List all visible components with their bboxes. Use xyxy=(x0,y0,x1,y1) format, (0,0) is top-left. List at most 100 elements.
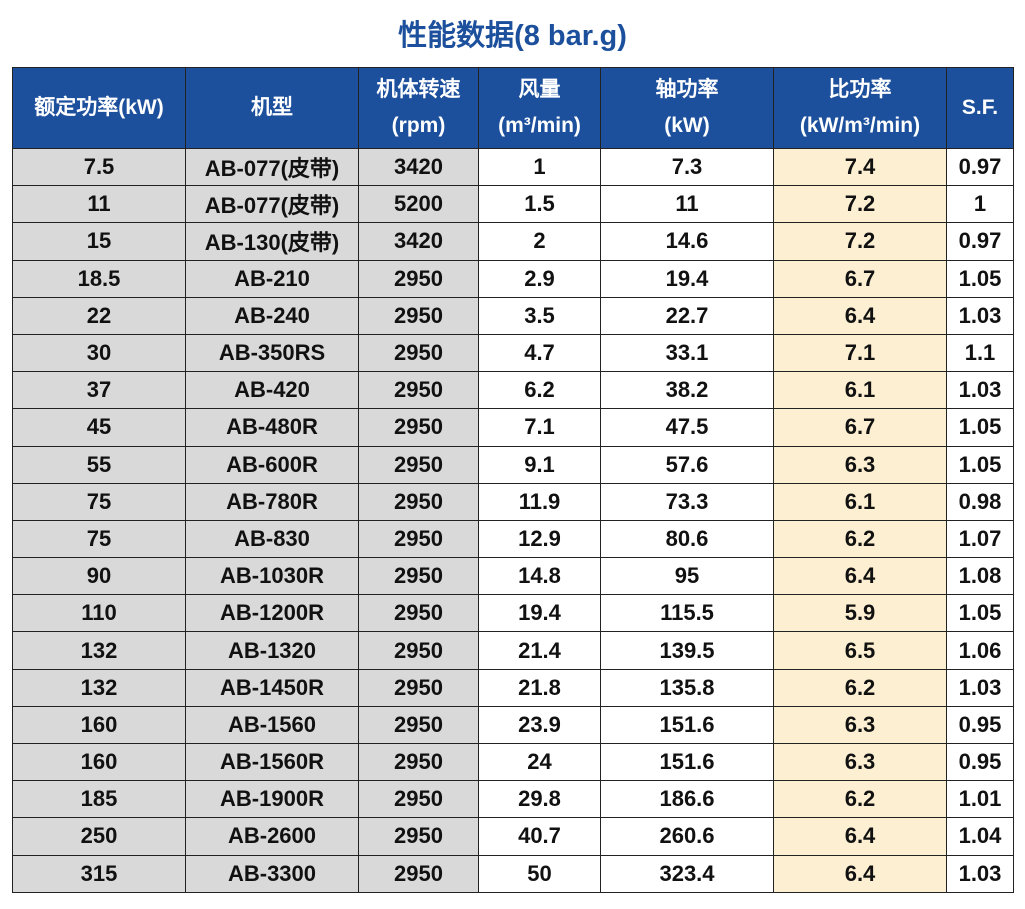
header-cell: 机体转速 (rpm) xyxy=(358,67,479,149)
table-cell: 6.4 xyxy=(773,557,947,596)
table-cell: 30 xyxy=(12,333,186,373)
table-row: 7.5 AB-077(皮带) 3420 1 7.3 7.4 0.97 xyxy=(12,147,1014,187)
table-cell: 55 xyxy=(12,445,186,484)
header-cell: 比功率 (kW/m³/min) xyxy=(773,67,947,149)
table-cell: 11 xyxy=(12,185,186,224)
table-cell: 24 xyxy=(478,742,601,782)
table-cell: 1 xyxy=(946,185,1014,224)
table-cell: 7.2 xyxy=(773,222,947,261)
table-cell: 1.01 xyxy=(946,780,1014,819)
table-cell: 6.7 xyxy=(773,259,947,298)
header-cell: S.F. xyxy=(946,67,1014,149)
table-row: 90 AB-1030R 2950 14.8 95 6.4 1.08 xyxy=(12,557,1014,596)
table-row: 250 AB-2600 2950 40.7 260.6 6.4 1.04 xyxy=(12,817,1014,856)
table-cell: 1 xyxy=(478,147,601,187)
table-cell: 132 xyxy=(12,668,186,707)
table-cell: AB-480R xyxy=(185,408,359,447)
table-cell: 23.9 xyxy=(478,705,601,745)
table-cell: AB-077(皮带) xyxy=(185,185,359,224)
table-cell: 29.8 xyxy=(478,780,601,819)
table-cell: 6.2 xyxy=(773,780,947,819)
table-cell: 1.05 xyxy=(946,408,1014,447)
table-cell: 2950 xyxy=(358,817,479,856)
table-cell: AB-1560 xyxy=(185,705,359,745)
table-row: 132 AB-1450R 2950 21.8 135.8 6.2 1.03 xyxy=(12,668,1014,707)
table-cell: 75 xyxy=(12,519,186,559)
table-cell: 6.4 xyxy=(773,854,947,893)
table-cell: 1.05 xyxy=(946,594,1014,633)
table-cell: AB-1030R xyxy=(185,557,359,596)
table-cell: 0.95 xyxy=(946,742,1014,782)
table-row: 185 AB-1900R 2950 29.8 186.6 6.2 1.01 xyxy=(12,780,1014,819)
table-body: 7.5 AB-077(皮带) 3420 1 7.3 7.4 0.97 11 AB-077(皮带)… xyxy=(12,147,1014,893)
header-cell: 风量 (m³/min) xyxy=(478,67,601,149)
header-text: 比功率 xyxy=(828,78,892,101)
table-cell: 2950 xyxy=(358,557,479,596)
table-cell: 6.1 xyxy=(773,371,947,410)
table-cell: 0.97 xyxy=(946,222,1014,261)
table-cell: 250 xyxy=(12,817,186,856)
header-text: S.F. xyxy=(961,96,999,119)
table-row: 30 AB-350RS 2950 4.7 33.1 7.1 1.1 xyxy=(12,333,1014,373)
table-cell: 12.9 xyxy=(478,519,601,559)
header-cell: 机型 xyxy=(185,67,359,149)
table-cell: 7.1 xyxy=(478,408,601,447)
table-cell: 7.5 xyxy=(12,147,186,187)
table-cell: 90 xyxy=(12,557,186,596)
table-cell: 11 xyxy=(600,185,774,224)
table-cell: 6.4 xyxy=(773,817,947,856)
table-cell: 3420 xyxy=(358,147,479,187)
table-cell: 115.5 xyxy=(600,594,774,633)
table-row: 15 AB-130(皮带) 3420 2 14.6 7.2 0.97 xyxy=(12,222,1014,261)
table-cell: 73.3 xyxy=(600,482,774,521)
table-cell: 7.4 xyxy=(773,147,947,187)
table-cell: AB-830 xyxy=(185,519,359,559)
table-cell: 50 xyxy=(478,854,601,893)
table-cell: 37 xyxy=(12,371,186,410)
table-cell: 14.8 xyxy=(478,557,601,596)
table-cell: 2950 xyxy=(358,631,479,670)
table-cell: 2 xyxy=(478,222,601,261)
table-cell: AB-420 xyxy=(185,371,359,410)
table-cell: 315 xyxy=(12,854,186,893)
table-cell: 2950 xyxy=(358,594,479,633)
header-cell: 额定功率(kW) xyxy=(12,67,186,149)
table-cell: 47.5 xyxy=(600,408,774,447)
table-cell: 11.9 xyxy=(478,482,601,521)
table-cell: 5200 xyxy=(358,185,479,224)
table-row: 110 AB-1200R 2950 19.4 115.5 5.9 1.05 xyxy=(12,594,1014,633)
table-cell: AB-1200R xyxy=(185,594,359,633)
table-cell: 135.8 xyxy=(600,668,774,707)
table-cell: 2950 xyxy=(358,705,479,745)
table-cell: 2950 xyxy=(358,780,479,819)
table-cell: 2950 xyxy=(358,519,479,559)
table-cell: 5.9 xyxy=(773,594,947,633)
table-cell: 22.7 xyxy=(600,296,774,335)
table-cell: AB-130(皮带) xyxy=(185,222,359,261)
table-cell: 2.9 xyxy=(478,259,601,298)
table-cell: AB-780R xyxy=(185,482,359,521)
table-cell: 1.04 xyxy=(946,817,1014,856)
table-cell: 151.6 xyxy=(600,742,774,782)
table-cell: 45 xyxy=(12,408,186,447)
header-text: (rpm) xyxy=(391,114,446,137)
table-cell: 186.6 xyxy=(600,780,774,819)
table-cell: AB-077(皮带) xyxy=(185,147,359,187)
table-cell: 95 xyxy=(600,557,774,596)
table-cell: 1.05 xyxy=(946,259,1014,298)
title: 性能数据(8 bar.g) xyxy=(398,20,627,52)
header-text: (m³/min) xyxy=(498,114,581,137)
table-cell: 3420 xyxy=(358,222,479,261)
table-row: 160 AB-1560R 2950 24 151.6 6.3 0.95 xyxy=(12,742,1014,782)
table-cell: 1.07 xyxy=(946,519,1014,559)
table-cell: 21.8 xyxy=(478,668,601,707)
table-cell: 1.03 xyxy=(946,668,1014,707)
table-row: 22 AB-240 2950 3.5 22.7 6.4 1.03 xyxy=(12,296,1014,335)
table-cell: 1.08 xyxy=(946,557,1014,596)
header-row: 额定功率(kW) 机型 机体转速 (rpm) 风量 (m³/min) 轴功率 (kW) 比功率 (… xyxy=(12,67,1014,149)
table-cell: 185 xyxy=(12,780,186,819)
table-cell: 160 xyxy=(12,705,186,745)
table-cell: 2950 xyxy=(358,371,479,410)
table-row: 315 AB-3300 2950 50 323.4 6.4 1.03 xyxy=(12,854,1014,893)
